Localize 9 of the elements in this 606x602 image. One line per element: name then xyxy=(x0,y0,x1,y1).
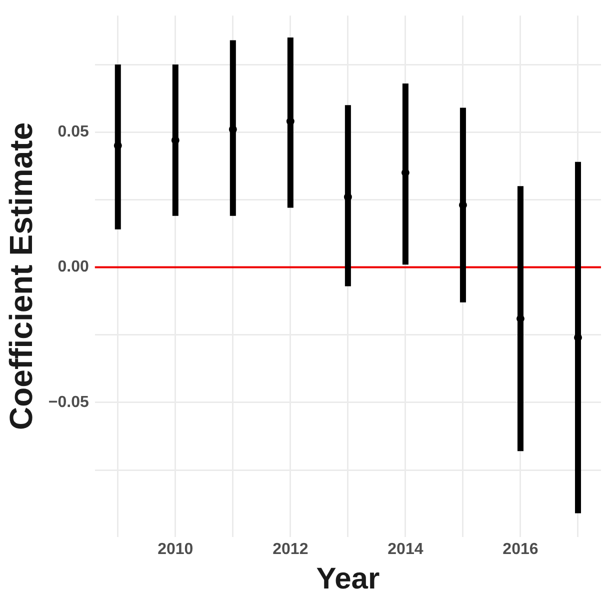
y-tick-label: 0.05 xyxy=(58,124,89,141)
x-tick-label: 2012 xyxy=(272,540,308,558)
x-tick-label: 2014 xyxy=(388,540,424,558)
x-tick-label: 2016 xyxy=(502,540,538,558)
y-tick-label: −0.05 xyxy=(48,394,89,411)
y-axis-title: Coefficient Estimate xyxy=(3,122,40,430)
x-tick-label: 2010 xyxy=(158,540,194,558)
x-axis-title: Year xyxy=(316,562,380,596)
y-tick-label: 0.00 xyxy=(58,258,89,276)
